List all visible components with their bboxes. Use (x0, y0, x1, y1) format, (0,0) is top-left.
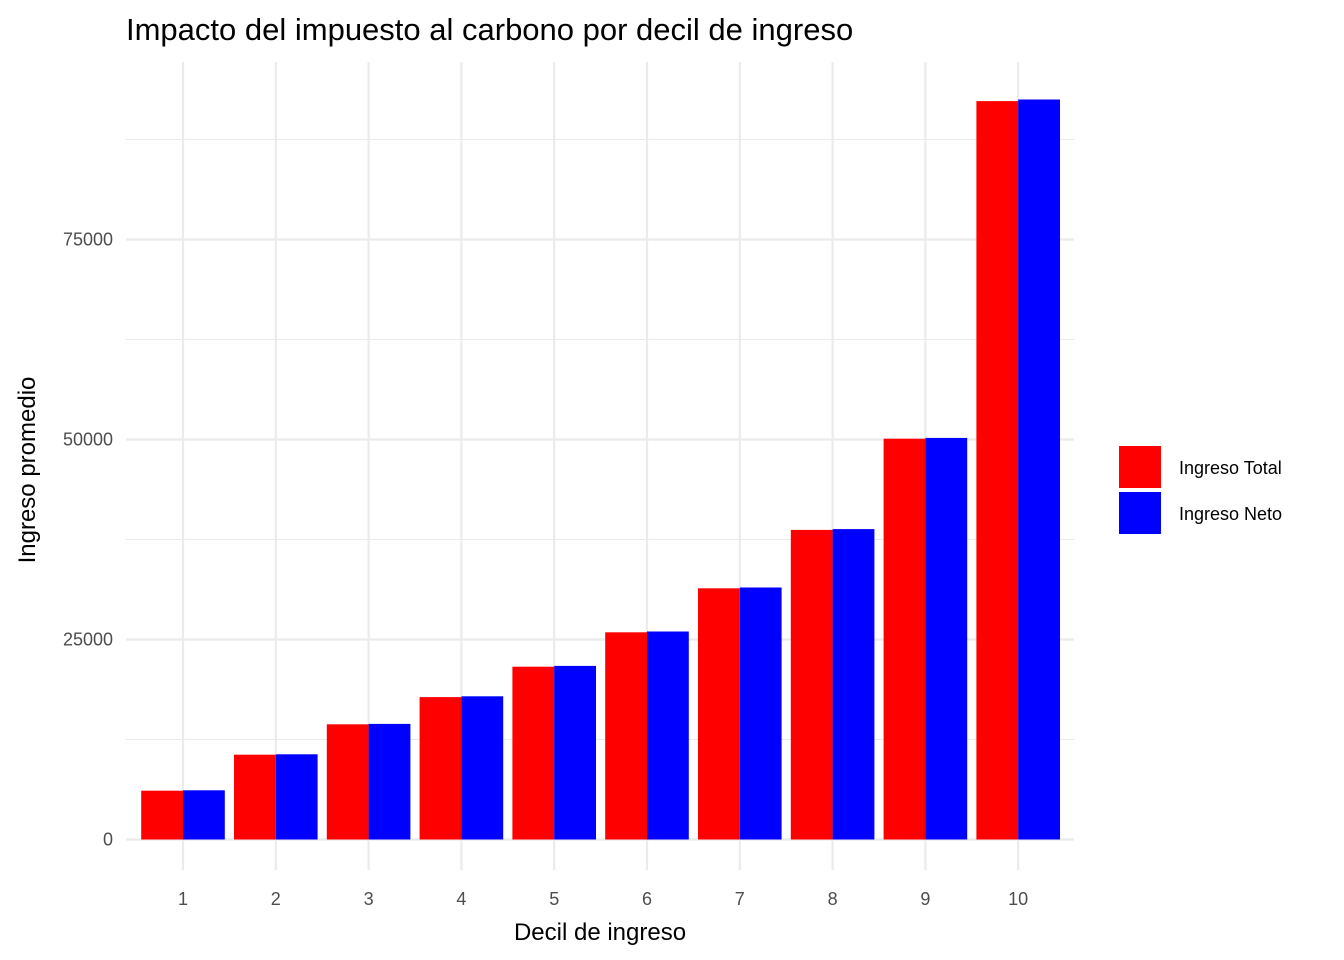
legend-key-ingreso-neto (1119, 492, 1161, 534)
bar-ingreso-total-1 (141, 790, 183, 840)
bar-ingreso-total-3 (326, 724, 369, 840)
bar-ingreso-total-5 (512, 666, 555, 840)
y-tick-label: 0 (103, 830, 113, 850)
bar-ingreso-total-10 (976, 101, 1019, 840)
bar-ingreso-total-7 (698, 588, 740, 840)
y-tick-label: 25000 (63, 630, 113, 650)
x-tick-label: 9 (920, 889, 930, 909)
x-tick-label: 1 (178, 889, 188, 909)
x-tick-label: 8 (828, 889, 838, 909)
x-tick-label: 3 (364, 889, 374, 909)
bar-ingreso-neto-7 (739, 587, 782, 840)
bar-ingreso-neto-4 (461, 696, 504, 840)
chart-title: Impacto del impuesto al carbono por deci… (126, 12, 853, 47)
y-tick-label: 50000 (63, 430, 113, 450)
y-axis-ticks: 0 25000 50000 75000 (63, 230, 113, 850)
x-tick-label: 2 (271, 889, 281, 909)
y-tick-label: 75000 (63, 230, 113, 250)
legend-label: Ingreso Total (1179, 458, 1282, 478)
legend-key-ingreso-total (1119, 446, 1161, 488)
bar-ingreso-neto-6 (647, 631, 689, 840)
x-tick-label: 7 (735, 889, 745, 909)
bar-ingreso-neto-2 (275, 754, 318, 840)
x-tick-label: 6 (642, 889, 652, 909)
bar-ingreso-neto-5 (554, 665, 596, 840)
bars (141, 99, 1060, 840)
bar-ingreso-neto-10 (1018, 99, 1060, 840)
bar-ingreso-total-2 (234, 754, 276, 840)
x-tick-label: 5 (549, 889, 559, 909)
bar-ingreso-total-8 (790, 529, 833, 840)
bar-ingreso-neto-3 (368, 723, 411, 840)
bar-ingreso-total-4 (419, 697, 462, 840)
legend-separator (1119, 488, 1161, 492)
legend: Ingreso Total Ingreso Neto (1119, 446, 1282, 534)
x-axis-ticks: 1 2 3 4 5 6 7 8 9 10 (178, 889, 1028, 909)
x-axis-title: Decil de ingreso (514, 919, 686, 946)
bar-ingreso-total-6 (605, 632, 647, 840)
legend-label: Ingreso Neto (1179, 504, 1282, 524)
bar-ingreso-neto-9 (925, 437, 968, 840)
y-axis-title: Ingreso promedio (14, 377, 41, 564)
bar-ingreso-neto-8 (832, 529, 875, 840)
bar-ingreso-total-9 (883, 438, 926, 840)
bar-ingreso-neto-1 (183, 790, 225, 840)
x-tick-label: 10 (1008, 889, 1028, 909)
x-tick-label: 4 (456, 889, 466, 909)
